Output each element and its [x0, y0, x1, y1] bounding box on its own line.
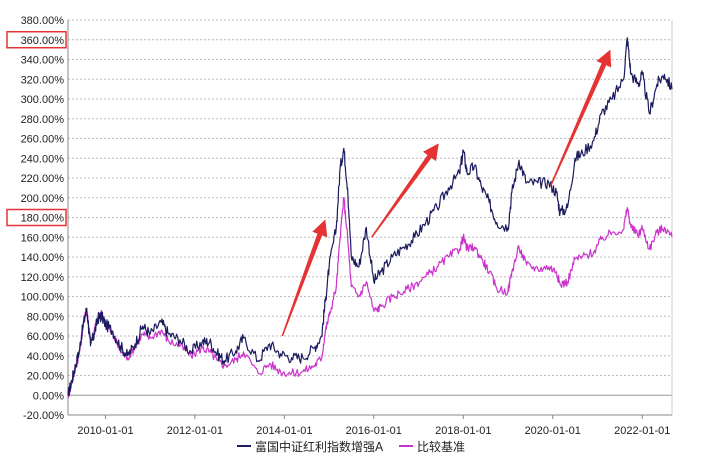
x-tick-label: 2016-01-01: [346, 425, 402, 437]
legend-item-benchmark: 比较基准: [399, 438, 465, 455]
legend-swatch-benchmark: [399, 445, 414, 447]
y-tick-label: 120.00%: [21, 272, 65, 284]
series-line-fund: [67, 37, 673, 397]
legend-label-benchmark: 比较基准: [417, 439, 466, 454]
legend-swatch-fund: [236, 445, 251, 447]
legend: 富国中证红利指数增强A 比较基准: [0, 436, 702, 455]
y-axis: 380.00% 360.00% 340.00% 320.00% 300.00% 280.0…: [6, 15, 69, 422]
x-tick-label: 2012-01-01: [167, 425, 223, 437]
y-tick-label: 180.00%: [21, 213, 65, 225]
series-line-benchmark: [67, 197, 673, 398]
grid: [68, 19, 673, 416]
x-tick-label: 2014-01-01: [256, 425, 312, 437]
y-tick-label: 60.00%: [27, 331, 65, 343]
y-tick-label: 200.00%: [21, 193, 65, 205]
y-tick-label: 240.00%: [21, 153, 65, 165]
y-tick-highlight: [6, 208, 67, 227]
x-tick-label: 2018-01-01: [435, 425, 491, 437]
y-tick-label: 220.00%: [21, 173, 65, 185]
y-tick-label: 100.00%: [21, 292, 65, 304]
y-tick-label: -20.00%: [23, 410, 64, 422]
x-tick-label: 2010-01-01: [77, 425, 133, 437]
trend-arrow: [549, 49, 612, 187]
y-tick-label: 280.00%: [21, 114, 65, 126]
y-tick-label: 40.00%: [27, 351, 65, 363]
annotations: [281, 49, 612, 337]
x-tick-label: 2022-01-01: [614, 425, 670, 437]
y-tick-label: 0.00%: [33, 390, 64, 402]
y-tick-label: 380.00%: [21, 15, 65, 27]
y-tick-label: 80.00%: [27, 311, 65, 323]
trend-arrow: [371, 143, 439, 238]
trend-arrow: [281, 219, 328, 337]
legend-item-fund: 富国中证红利指数增强A: [236, 438, 384, 455]
y-tick-label: 320.00%: [21, 74, 65, 86]
y-tick-highlight: [6, 31, 67, 49]
y-tick-label: 360.00%: [21, 35, 65, 47]
y-tick-label: 260.00%: [21, 134, 65, 146]
series-group: [67, 37, 673, 398]
x-axis: 2010-01-01 2012-01-01 2014-01-01 2016-01-01…: [68, 414, 672, 437]
y-tick-label: 300.00%: [21, 94, 65, 106]
legend-label-fund: 富国中证红利指数增强A: [254, 439, 384, 454]
x-tick-label: 2020-01-01: [525, 425, 581, 437]
y-tick-label: 20.00%: [27, 371, 65, 383]
y-tick-label: 340.00%: [21, 55, 65, 67]
y-tick-label: 160.00%: [21, 232, 65, 244]
y-tick-label: 140.00%: [21, 252, 65, 264]
